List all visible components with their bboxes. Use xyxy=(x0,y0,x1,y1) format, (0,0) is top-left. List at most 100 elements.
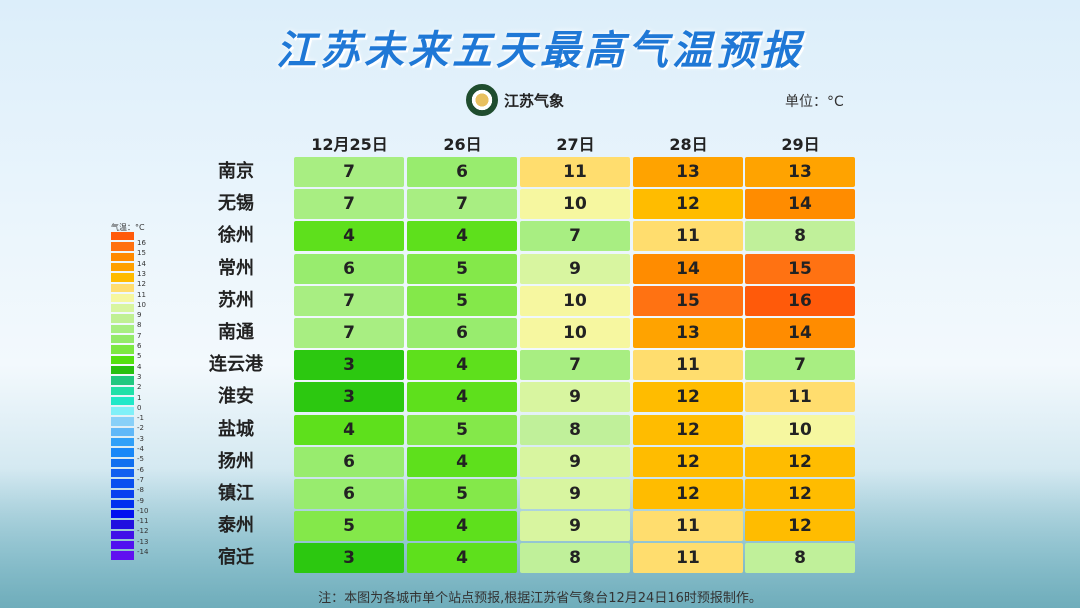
temperature-cell: 7 xyxy=(294,318,404,348)
legend-label: 0 xyxy=(137,403,142,412)
temperature-cell: 15 xyxy=(745,253,855,284)
legend-swatch xyxy=(111,468,134,478)
legend-swatch xyxy=(111,417,134,426)
temperature-cell: 11 xyxy=(633,221,743,252)
temperature-cell: 6 xyxy=(407,157,517,187)
temperature-cell: 14 xyxy=(633,253,743,284)
column-header: 27日 xyxy=(556,135,595,154)
temperature-cell: 6 xyxy=(294,253,404,284)
temperature-cell: 10 xyxy=(745,414,855,445)
temperature-cell: 12 xyxy=(633,189,743,220)
temperature-cell: 10 xyxy=(520,285,630,316)
temperature-cell: 6 xyxy=(407,318,517,348)
seal-icon xyxy=(466,84,498,116)
legend-label: -14 xyxy=(137,548,149,556)
legend-swatch xyxy=(111,376,134,385)
legend-label: -6 xyxy=(137,465,144,474)
legend-label: 12 xyxy=(137,280,146,289)
temperature-cell: 5 xyxy=(407,285,517,316)
temperature-cell: 4 xyxy=(407,446,517,477)
temperature-cell: 5 xyxy=(407,479,517,509)
city-label: 泰州 xyxy=(218,515,254,537)
legend-swatch xyxy=(111,314,134,323)
temperature-cell: 4 xyxy=(407,350,517,381)
temperature-cell: 12 xyxy=(745,446,855,477)
legend-label: 13 xyxy=(137,269,146,278)
temperature-cell: 14 xyxy=(745,318,855,348)
legend-swatch xyxy=(111,427,134,437)
legend-swatch xyxy=(111,283,134,292)
temperature-cell: 11 xyxy=(520,157,630,187)
temperature-cell: 8 xyxy=(745,543,855,574)
legend-swatch xyxy=(111,345,134,354)
legend-label: 2 xyxy=(137,383,142,392)
city-label: 连云港 xyxy=(209,354,263,376)
city-label: 南通 xyxy=(218,322,254,343)
legend-label: 11 xyxy=(137,290,146,299)
legend-swatch xyxy=(111,232,134,241)
legend-swatch xyxy=(111,448,134,457)
legend-swatch xyxy=(111,551,134,560)
legend-label: -7 xyxy=(137,475,144,484)
legend-swatch xyxy=(111,489,134,498)
city-label: 淮安 xyxy=(218,386,254,408)
legend-swatch xyxy=(111,304,134,313)
city-label: 镇江 xyxy=(218,483,254,504)
temperature-cell: 4 xyxy=(294,221,404,252)
legend-swatch xyxy=(111,293,134,303)
temperature-cell: 9 xyxy=(520,253,630,284)
temperature-cell: 6 xyxy=(294,479,404,509)
legend-label: 1 xyxy=(137,393,142,402)
temperature-cell: 16 xyxy=(745,285,855,316)
legend-label: -13 xyxy=(137,537,149,546)
legend-swatch xyxy=(111,262,134,272)
temperature-cell: 13 xyxy=(745,157,855,187)
temperature-cell: 4 xyxy=(294,414,404,445)
legend-swatch xyxy=(111,365,134,375)
temperature-cell: 9 xyxy=(520,479,630,509)
temperature-cell: 3 xyxy=(294,382,404,413)
temperature-cell: 8 xyxy=(745,221,855,252)
temperature-cell: 12 xyxy=(745,511,855,542)
temperature-cell: 8 xyxy=(520,543,630,574)
temperature-cell: 15 xyxy=(633,285,743,316)
temperature-cell: 12 xyxy=(745,479,855,509)
temperature-cell: 11 xyxy=(633,350,743,381)
legend-label: 15 xyxy=(137,249,146,258)
column-header: 29日 xyxy=(781,135,820,154)
temperature-cell: 11 xyxy=(633,511,743,542)
page-title: 江苏未来五天最高气温预报 xyxy=(276,28,804,74)
legend-swatch xyxy=(111,510,134,519)
legend-label: 9 xyxy=(137,311,142,320)
temperature-cell: 7 xyxy=(294,157,404,187)
temperature-cell: 6 xyxy=(294,446,404,477)
city-label: 苏州 xyxy=(218,289,254,311)
temperature-cell: 7 xyxy=(520,350,630,381)
legend-swatch xyxy=(111,499,134,509)
legend-swatch xyxy=(111,273,134,282)
city-label: 无锡 xyxy=(218,193,254,215)
legend-label: -4 xyxy=(137,445,144,453)
temperature-cell: 10 xyxy=(520,318,630,348)
temperature-cell: 11 xyxy=(745,382,855,413)
legend-swatch xyxy=(111,458,134,467)
footnote: 注：本图为各城市单个站点预报,根据江苏省气象台12月24日16时预报制作。 xyxy=(318,591,762,606)
legend-label: 14 xyxy=(137,259,146,268)
unit-label: 单位：°C xyxy=(785,94,844,110)
legend-swatch xyxy=(111,355,134,364)
temperature-cell: 14 xyxy=(745,189,855,220)
legend-label: 4 xyxy=(137,362,142,371)
legend-label: -9 xyxy=(137,496,144,505)
legend-swatch xyxy=(111,479,134,488)
legend-label: 5 xyxy=(137,352,142,361)
temperature-cell: 3 xyxy=(294,350,404,381)
temperature-cell: 4 xyxy=(407,511,517,542)
legend-label: -5 xyxy=(137,455,144,464)
column-header: 28日 xyxy=(669,135,708,154)
legend-label: 10 xyxy=(137,300,146,309)
temperature-cell: 4 xyxy=(407,221,517,252)
temperature-cell: 5 xyxy=(407,253,517,284)
temperature-cell: 7 xyxy=(520,221,630,252)
legend-title: 气温：°C xyxy=(111,223,145,232)
temperature-cell: 9 xyxy=(520,446,630,477)
